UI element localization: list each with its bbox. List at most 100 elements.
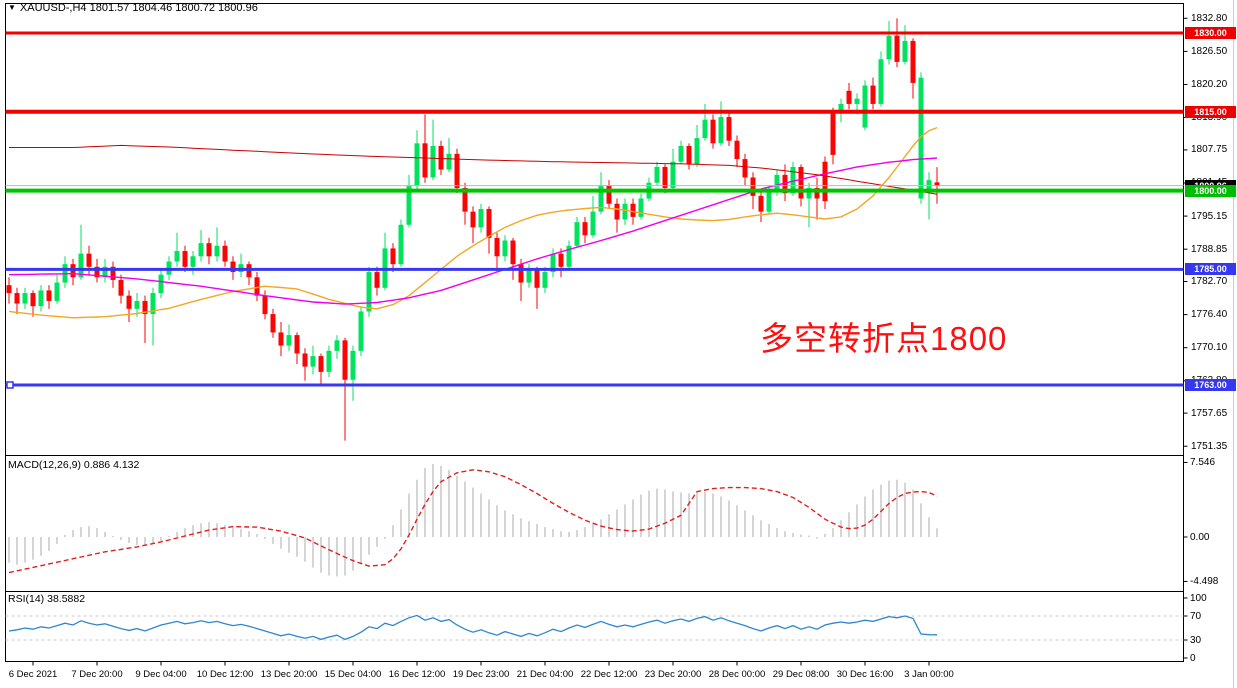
- bear-candle: [110, 266, 116, 280]
- time-axis-label: 30 Dec 16:00: [836, 669, 894, 680]
- bear-candle: [142, 300, 148, 315]
- price-axis-label: 1757.65: [1191, 407, 1228, 419]
- bear-candle: [630, 203, 636, 217]
- bull-candle: [566, 245, 572, 267]
- price-axis-label: 1807.75: [1191, 144, 1228, 156]
- bull-candle: [22, 293, 28, 304]
- bull-candle: [366, 272, 372, 312]
- bull-candle: [102, 266, 108, 278]
- bull-candle: [622, 203, 628, 220]
- bull-candle: [398, 224, 404, 265]
- bull-candle: [654, 166, 660, 183]
- bull-candle: [358, 311, 364, 351]
- bull-candle: [430, 145, 436, 178]
- time-axis-label: 7 Dec 20:00: [71, 669, 123, 680]
- time-axis-label: 15 Dec 04:00: [324, 669, 382, 680]
- price-badge-1800.00[interactable]: 1800.00: [1185, 184, 1236, 197]
- bull-candle: [198, 243, 204, 257]
- time-axis-label: 6 Dec 2021: [8, 669, 58, 680]
- price-axis-label: 1820.20: [1191, 78, 1228, 90]
- bear-candle: [342, 340, 348, 380]
- macd-axis-label: -4.498: [1190, 575, 1219, 587]
- hline-drag-handle[interactable]: [6, 381, 14, 389]
- bear-candle: [734, 140, 740, 160]
- bear-candle: [686, 145, 692, 165]
- bull-candle: [678, 145, 684, 162]
- macd-group: [8, 463, 938, 577]
- bear-candle: [278, 332, 284, 346]
- time-axis-label: 23 Dec 20:00: [644, 669, 702, 680]
- bear-candle: [390, 248, 396, 265]
- bull-candle: [718, 117, 724, 144]
- bear-candle: [254, 277, 260, 296]
- bear-candle: [270, 314, 276, 333]
- bear-candle: [318, 356, 324, 372]
- bull-candle: [478, 208, 484, 228]
- price-badge-1815.00[interactable]: 1815.00: [1185, 105, 1236, 118]
- bull-candle: [414, 143, 420, 186]
- rsi-panel[interactable]: [5, 591, 1184, 662]
- price-axis-label: 1832.80: [1191, 12, 1228, 24]
- bear-candle: [814, 187, 820, 199]
- bull-candle: [334, 340, 340, 351]
- price-badge-1785.00[interactable]: 1785.00: [1185, 263, 1236, 276]
- bear-candle: [710, 119, 716, 144]
- bear-candle: [230, 261, 236, 273]
- bull-candle: [350, 350, 356, 380]
- bear-candle: [510, 240, 516, 265]
- symbol-dropdown-icon[interactable]: ▼: [8, 3, 16, 12]
- bull-candle: [806, 187, 812, 199]
- bear-candle: [726, 117, 732, 141]
- price-badge-1830.00[interactable]: 1830.00: [1185, 27, 1236, 39]
- bear-candle: [870, 85, 876, 104]
- bull-candle: [174, 251, 180, 262]
- macd-signal-line: [8, 469, 938, 574]
- bear-candle: [910, 40, 916, 83]
- bear-candle: [758, 195, 764, 212]
- macd-values: 0.886 4.132: [83, 459, 140, 471]
- bear-candle: [798, 166, 804, 199]
- time-axis-label: 16 Dec 12:00: [388, 669, 446, 680]
- bear-candle: [118, 279, 124, 296]
- bear-candle: [662, 166, 668, 188]
- time-axis-label: 13 Dec 20:00: [260, 669, 318, 680]
- bull-candle: [326, 350, 332, 372]
- price-badge-1763.00[interactable]: 1763.00: [1185, 378, 1236, 391]
- bear-candle: [182, 251, 188, 267]
- bull-candle: [878, 59, 884, 104]
- bear-candle: [518, 264, 524, 283]
- bull-candle: [502, 240, 508, 257]
- bear-candle: [126, 295, 132, 309]
- bear-candle: [206, 243, 212, 257]
- bull-candle: [590, 211, 596, 236]
- bull-candle: [78, 253, 84, 278]
- bear-candle: [582, 222, 588, 236]
- bull-candle: [766, 190, 772, 212]
- time-axis-label: 22 Dec 12:00: [580, 669, 638, 680]
- bear-candle: [462, 187, 468, 212]
- bull-candle: [790, 166, 796, 194]
- bull-candle: [670, 161, 676, 188]
- bear-candle: [94, 266, 100, 278]
- bear-candle: [846, 90, 852, 104]
- rsi-axis-label: 0: [1190, 652, 1196, 664]
- bear-candle: [438, 145, 444, 170]
- candles-group: [6, 18, 940, 441]
- bear-candle: [534, 269, 540, 288]
- bear-candle: [294, 335, 300, 354]
- bull-candle: [214, 245, 220, 257]
- bull-candle: [886, 35, 892, 60]
- bull-candle: [526, 269, 532, 283]
- bull-candle: [158, 274, 164, 294]
- bull-candle: [774, 174, 780, 191]
- ma-fast-orange: [8, 126, 938, 319]
- price-axis-label: 1770.10: [1191, 342, 1228, 354]
- bear-candle: [46, 290, 52, 301]
- time-axis-label: 21 Dec 04:00: [516, 669, 574, 680]
- bull-candle: [694, 138, 700, 165]
- bull-candle: [902, 40, 908, 62]
- bull-candle: [854, 98, 860, 104]
- bear-candle: [30, 293, 36, 307]
